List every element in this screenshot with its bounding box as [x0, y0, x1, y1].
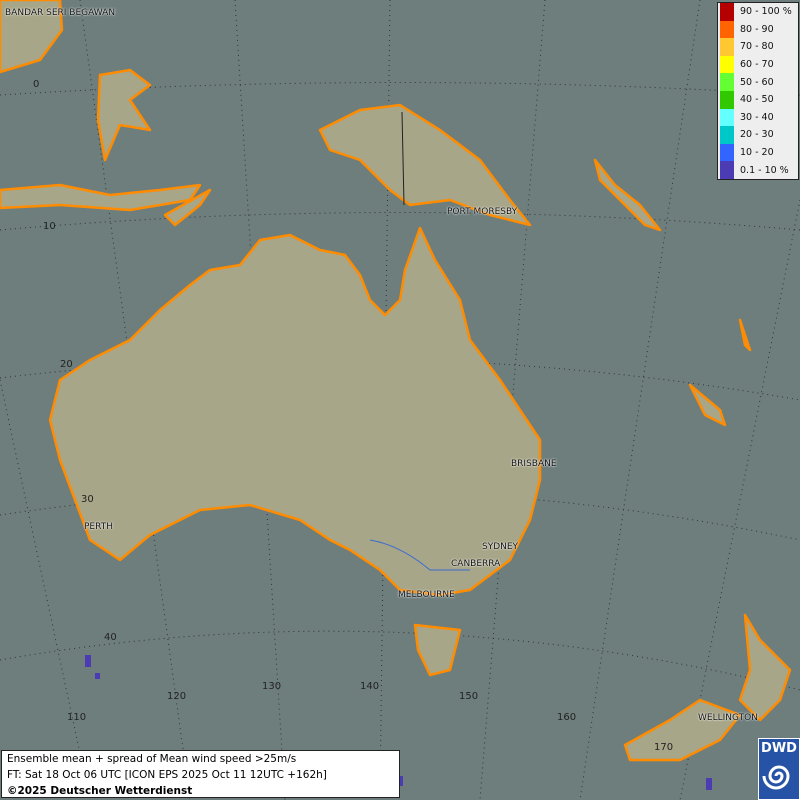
legend-item: 0.1 - 10 %: [718, 161, 798, 179]
legend-item: 90 - 100 %: [718, 3, 798, 21]
new-guinea: [318, 103, 532, 227]
legend-swatch: [720, 143, 734, 162]
lat-label: 30: [81, 494, 94, 505]
legend-item: 30 - 40: [718, 108, 798, 127]
legend-label: 70 - 80: [740, 41, 774, 53]
city-label: PORT MORESBY: [447, 207, 518, 217]
legend-swatch: [720, 126, 734, 144]
product-title: Ensemble mean + spread of Mean wind spee…: [7, 753, 297, 765]
lon-line-170: [679, 199, 800, 800]
nz-north-island: [738, 613, 792, 722]
legend-label: 60 - 70: [740, 59, 774, 71]
new-caledonia: [688, 383, 727, 427]
nz-south-island: [623, 698, 742, 762]
lesser-sunda-islands: [0, 183, 202, 212]
lat-line-10: [0, 212, 800, 231]
legend-swatch: [720, 3, 734, 21]
probability-spot: [398, 776, 403, 786]
probability-spot: [95, 673, 100, 679]
lon-label: 110: [67, 712, 87, 723]
copyright: ©2025 Deutscher Wetterdienst: [7, 785, 193, 797]
legend-label: 50 - 60: [740, 76, 774, 88]
legend-item: 40 - 50: [718, 90, 798, 109]
lon-label: 170: [654, 742, 674, 753]
wind-probability-spots: [85, 655, 712, 790]
lat-label: 0: [33, 79, 40, 90]
legend-swatch: [720, 55, 734, 74]
info-box: Ensemble mean + spread of Mean wind spee…: [1, 750, 400, 798]
tasmania: [413, 623, 462, 677]
lat-label: 20: [60, 359, 73, 370]
legend-label: 80 - 90: [740, 23, 774, 35]
timor: [163, 188, 212, 227]
forecast-time: FT: Sat 18 Oct 06 UTC [ICON EPS 2025 Oct…: [7, 769, 327, 781]
legend-swatch: [720, 90, 734, 109]
legend-swatch: [720, 108, 734, 127]
legend-item: 60 - 70: [718, 55, 798, 74]
city-label: SYDNEY: [482, 542, 519, 552]
logo-text: DWD: [761, 741, 797, 756]
lat-label: 40: [104, 632, 117, 643]
legend-item: 10 - 20: [718, 143, 798, 162]
legend-swatch: [720, 73, 734, 91]
legend-label: 10 - 20: [740, 147, 774, 159]
city-label: WELLINGTON: [698, 713, 758, 723]
city-label: BRISBANE: [511, 459, 557, 469]
legend-label: 0.1 - 10 %: [740, 164, 789, 176]
legend-label: 30 - 40: [740, 111, 774, 123]
city-label: MELBOURNE: [398, 590, 455, 600]
city-label: CANBERRA: [451, 559, 501, 569]
legend-swatch: [720, 161, 734, 179]
lon-label: 150: [459, 691, 479, 702]
legend-item: 20 - 30: [718, 126, 798, 144]
legend-item: 70 - 80: [718, 38, 798, 56]
australia: [48, 226, 542, 597]
sulawesi: [96, 68, 152, 162]
legend-label: 40 - 50: [740, 94, 774, 106]
lon-label: 160: [557, 712, 577, 723]
border-png-indonesia: [401, 111, 405, 206]
solomon-islands: [593, 158, 662, 232]
dwd-logo: DWD: [758, 738, 800, 800]
legend-item: 50 - 60: [718, 73, 798, 91]
lon-label: 130: [262, 681, 282, 692]
city-label: BANDAR SERI BEGAWAN: [5, 8, 116, 18]
landmasses: [0, 0, 792, 762]
probability-spot: [706, 778, 712, 790]
city-label: PERTH: [84, 522, 113, 532]
lat-label: 10: [43, 221, 56, 232]
legend-item: 80 - 90: [718, 20, 798, 39]
legend-swatch: [720, 20, 734, 39]
swirl-icon: [762, 765, 790, 790]
lat-line-40: [0, 630, 800, 691]
borneo: [0, 0, 64, 74]
legend-label: 90 - 100 %: [740, 6, 792, 18]
murray-river: [369, 539, 470, 571]
legend: 90 - 100 % 80 - 90 70 - 80 60 - 70 50 - 60 40…: [717, 2, 799, 180]
lon-label: 120: [167, 691, 187, 702]
legend-swatch: [720, 38, 734, 56]
probability-spot: [85, 655, 91, 667]
lon-label: 140: [360, 681, 380, 692]
lon-line-160: [579, 0, 701, 800]
vanuatu: [738, 318, 752, 352]
legend-label: 20 - 30: [740, 129, 774, 141]
